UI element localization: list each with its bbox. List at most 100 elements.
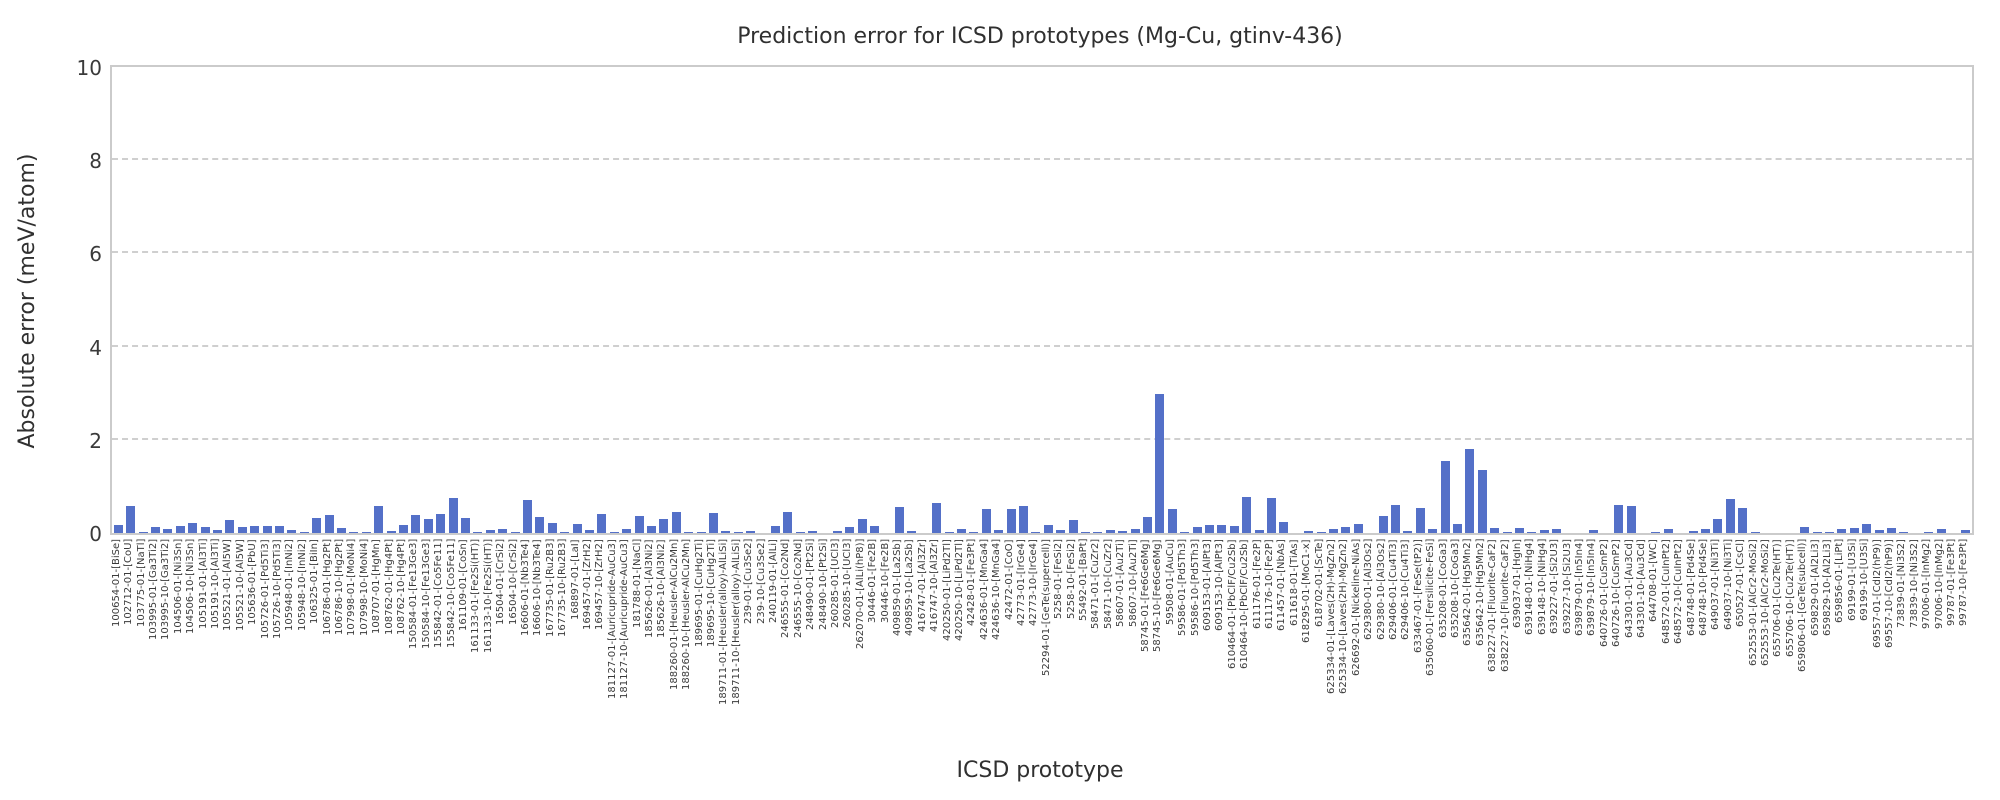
bar bbox=[1390, 505, 1400, 533]
x-tick-labels: 100654-01-[BiSe] 102712-01-[CoU] 103775-01… bbox=[110, 539, 1970, 751]
x-tick-label: 105726-10-[Pd5Ti3] bbox=[271, 539, 283, 639]
bar bbox=[1626, 506, 1636, 533]
x-tick-label: 635060-01-[Fersilicite-FeSi] bbox=[1425, 539, 1437, 677]
x-tick-label: 105191-10-[Al3Ti] bbox=[209, 539, 221, 630]
bar bbox=[411, 515, 421, 533]
bar bbox=[349, 532, 359, 533]
x-tick-label: 99787-01-[Fe3Pt] bbox=[1945, 539, 1957, 627]
bar bbox=[386, 531, 396, 533]
x-tick-label: 629406-01-[Cu4Ti3] bbox=[1387, 539, 1399, 640]
x-tick-label: 189695-10-[CuHg2Ti] bbox=[705, 539, 717, 648]
x-tick-label: 169457-10-[ZrH2] bbox=[594, 539, 606, 630]
gridline-y4 bbox=[112, 344, 1972, 347]
bar bbox=[894, 507, 904, 533]
bar bbox=[659, 519, 669, 533]
bar bbox=[1527, 532, 1537, 533]
x-tick-label: 638227-01-[Fluorite-CaF2] bbox=[1487, 539, 1499, 672]
bar bbox=[1862, 524, 1872, 533]
x-tick-label: 99787-10-[Fe3Pt] bbox=[1958, 539, 1970, 627]
bar bbox=[845, 527, 855, 533]
bar bbox=[1180, 532, 1190, 533]
bar bbox=[262, 526, 272, 533]
bar bbox=[225, 520, 235, 533]
x-tick-label: 105726-01-[Pd5Ti3] bbox=[259, 539, 271, 639]
x-tick-label: 629380-01-[Al3Os2] bbox=[1363, 539, 1375, 641]
x-tick-label: 649037-10-[Ni3Ti] bbox=[1722, 539, 1734, 631]
bar bbox=[1440, 461, 1450, 533]
x-tick-label: 643301-10-[Au3Cd] bbox=[1635, 539, 1647, 638]
bar bbox=[981, 509, 991, 533]
x-tick-label: 655706-10-[Cu2Te(HT)] bbox=[1784, 539, 1796, 657]
x-tick-label: 105521-01-[Al5W] bbox=[222, 539, 234, 631]
x-tick-label: 58745-01-[Fe6Ge6Mg] bbox=[1139, 539, 1151, 652]
x-tick-label: 188260-01-[Heusler-AlCu2Mn] bbox=[668, 539, 680, 691]
bar bbox=[832, 531, 842, 533]
x-tick-label: 58471-01-[CuZr2] bbox=[1090, 539, 1102, 630]
bar bbox=[684, 532, 694, 533]
bar bbox=[956, 529, 966, 533]
x-tick-label: 169457-01-[ZrH2] bbox=[581, 539, 593, 630]
x-tick-label: 659829-10-[Al2Li3] bbox=[1821, 539, 1833, 636]
bar bbox=[634, 516, 644, 533]
bar bbox=[113, 525, 123, 533]
x-tick-label: 100654-01-[BiSe] bbox=[110, 539, 122, 628]
bar bbox=[498, 529, 508, 533]
bar bbox=[1688, 531, 1698, 533]
bar bbox=[436, 514, 446, 533]
bar bbox=[1812, 532, 1822, 533]
bar bbox=[1477, 470, 1487, 533]
bar bbox=[560, 532, 570, 533]
x-tick-label: 168897-01-[LaI] bbox=[569, 539, 581, 620]
x-tick-label: 150584-10-[Fe13Ge3] bbox=[420, 539, 432, 650]
bar bbox=[572, 524, 582, 533]
x-tick-label: 105636-01-[PbU] bbox=[247, 539, 259, 625]
bar bbox=[547, 523, 557, 533]
bar bbox=[535, 517, 545, 533]
bar bbox=[1105, 530, 1115, 533]
x-tick-label: 58607-01-[Au2Ti] bbox=[1115, 539, 1127, 627]
bar bbox=[473, 532, 483, 533]
bar bbox=[1936, 529, 1946, 533]
y-tick-label: 8 bbox=[89, 149, 102, 174]
x-tick-label: 161109-01-[CoSn] bbox=[457, 539, 469, 631]
bar bbox=[1192, 527, 1202, 533]
x-tick-label: 167735-10-[Ru2B3] bbox=[557, 539, 569, 638]
bar bbox=[1837, 529, 1847, 533]
y-tick-label: 2 bbox=[89, 428, 102, 453]
x-tick-label: 181788-01-[NaCl] bbox=[631, 539, 643, 629]
x-tick-label: 652553-01-[AlCr2-MoSi2] bbox=[1747, 539, 1759, 666]
bar bbox=[932, 503, 942, 533]
x-tick-label: 611176-10-[Fe2P] bbox=[1263, 539, 1275, 629]
bar bbox=[1924, 532, 1934, 533]
x-tick-label: 108762-01-[Hg4Pt] bbox=[383, 539, 395, 636]
bar bbox=[733, 532, 743, 533]
x-tick-label: 161133-01-[Fe2Si(HT)] bbox=[470, 539, 482, 654]
x-tick-label: 105948-10-[InNi2] bbox=[296, 539, 308, 631]
x-tick-label: 185626-10-[Al3Ni2] bbox=[656, 539, 668, 638]
bar bbox=[324, 515, 334, 533]
bar bbox=[1738, 508, 1748, 533]
bar bbox=[1428, 529, 1438, 533]
x-tick-label: 42773-10-[IrGe4] bbox=[1028, 539, 1040, 626]
bar bbox=[1142, 517, 1152, 533]
x-tick-label: 97006-01-[InMg2] bbox=[1921, 539, 1933, 630]
bar bbox=[1242, 497, 1252, 533]
x-tick-label: 69199-10-[U3Si] bbox=[1859, 539, 1871, 622]
x-tick-label: 69199-01-[U3Si] bbox=[1846, 539, 1858, 622]
x-tick-label: 106786-01-[Hg2Pt] bbox=[321, 539, 333, 636]
x-tick-label: 639148-01-[NiHg4] bbox=[1524, 539, 1536, 636]
bar bbox=[1316, 532, 1326, 533]
x-tick-label: 618295-01-[MoC1-x] bbox=[1301, 539, 1313, 643]
bar bbox=[1502, 532, 1512, 533]
x-tick-label: 155842-01-[Co5Fe11] bbox=[433, 539, 445, 649]
bar bbox=[708, 513, 718, 533]
bar bbox=[721, 531, 731, 533]
bar bbox=[1849, 528, 1859, 533]
bar bbox=[870, 526, 880, 533]
bar bbox=[374, 506, 384, 533]
y-tick-labels: 0 2 4 6 8 10 bbox=[0, 56, 102, 546]
x-tick-label: 635642-10-[Hg5Mn2] bbox=[1474, 539, 1486, 647]
x-tick-label: 639227-10-[Si2U3] bbox=[1561, 539, 1573, 635]
gridline-y2 bbox=[112, 437, 1972, 440]
x-tick-label: 69557-01-[CdI2(hP9)] bbox=[1871, 539, 1883, 648]
